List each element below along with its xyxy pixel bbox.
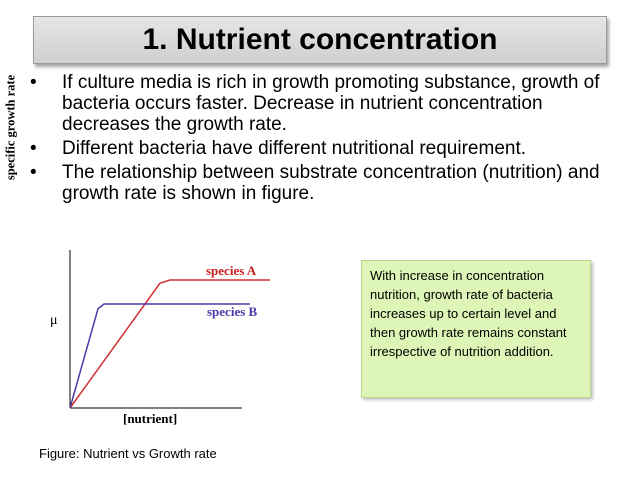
bullet-text: The relationship between substrate conce… — [62, 162, 600, 204]
bullet-dot: • — [30, 72, 37, 93]
bullet-text: Different bacteria have different nutrit… — [62, 138, 527, 159]
title-banner: 1. Nutrient concentration — [33, 16, 607, 64]
bullet-list: • If culture media is rich in growth prom… — [22, 72, 622, 207]
series-line-species-a — [69, 279, 270, 409]
x-axis-label: [nutrient] — [123, 411, 178, 426]
chart-svg — [69, 250, 270, 409]
growth-chart — [28, 240, 288, 435]
series-label-species-b: species B — [207, 304, 258, 319]
info-note: With increase in concentration nutrition… — [361, 260, 591, 398]
slide-title: 1. Nutrient concentration — [142, 23, 498, 56]
y-axis-label: specific growth rate — [3, 74, 18, 181]
y-tick-label: μ — [50, 313, 58, 328]
figure-caption: Figure: Nutrient vs Growth rate — [39, 446, 217, 461]
bullet-text: If culture media is rich in growth promo… — [62, 72, 600, 135]
bullet-item: • Different bacteria have different nutri… — [22, 138, 622, 159]
bullet-dot: • — [30, 138, 37, 159]
bullet-dot: • — [30, 162, 37, 183]
bullet-item: • The relationship between substrate conc… — [22, 162, 622, 204]
series-line-species-b — [69, 303, 250, 409]
bullet-item: • If culture media is rich in growth prom… — [22, 72, 622, 135]
series-label-species-a: species A — [206, 263, 257, 278]
